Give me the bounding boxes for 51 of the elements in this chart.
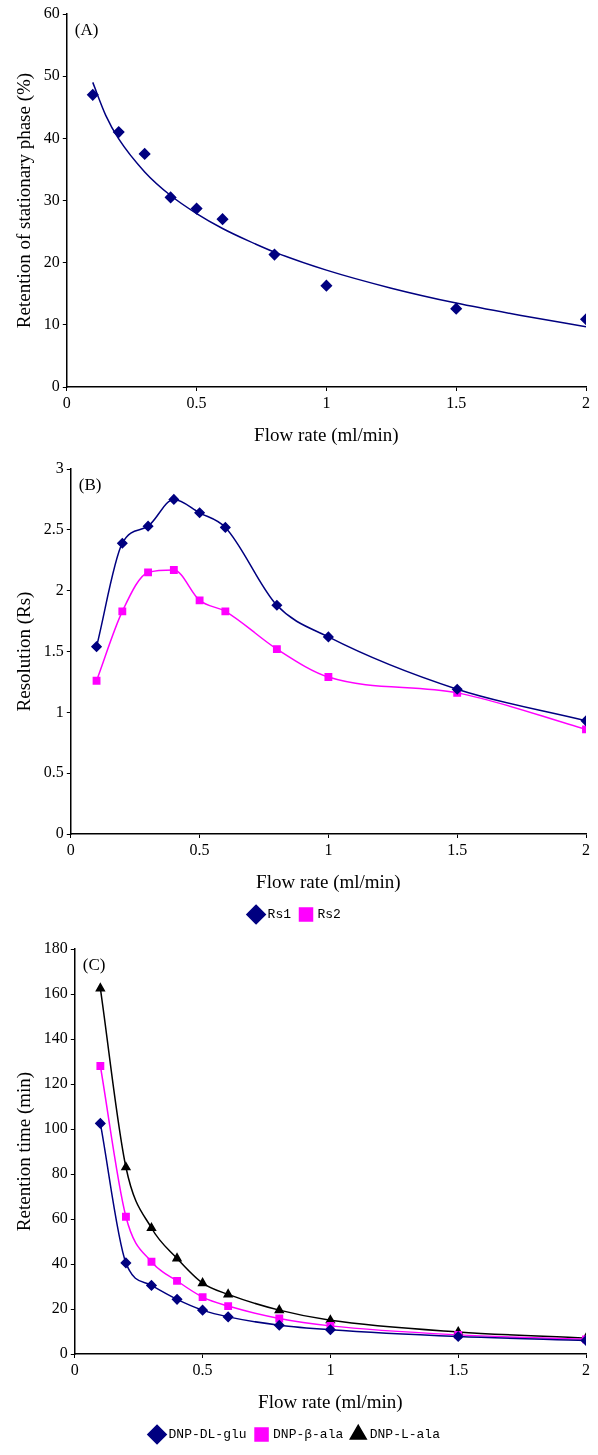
- y-tick-label: 40: [43, 128, 60, 146]
- y-axis-title: Resolution (Rs): [13, 591, 36, 712]
- y-tick-label: 20: [43, 252, 60, 270]
- y-tick-label: 140: [43, 1029, 68, 1047]
- y-tick-label: 160: [43, 984, 68, 1002]
- x-tick-label: 0.5: [189, 840, 210, 858]
- annotation: (C): [82, 954, 106, 974]
- y-tick-label: 20: [51, 1299, 68, 1317]
- y-tick-label: 60: [43, 4, 60, 22]
- x-tick-label: 0.5: [192, 1360, 213, 1378]
- annotation: (B): [78, 474, 102, 494]
- y-tick-label: 2: [55, 580, 64, 598]
- y-tick-label: 0: [59, 1344, 68, 1362]
- x-axis-title: Flow rate (ml/min): [254, 423, 399, 446]
- x-axis-title: Flow rate (ml/min): [256, 870, 401, 893]
- y-tick-label: 80: [51, 1164, 68, 1182]
- x-tick-label: 2: [582, 393, 590, 411]
- y-axis-title: Retention of stationary phase (%): [13, 72, 36, 329]
- y-axis-title: Retention time (min): [13, 1071, 36, 1232]
- y-tick-label: 40: [51, 1254, 68, 1272]
- y-tick-label: 2.5: [43, 520, 64, 538]
- legend-label: DNP-β-ala: [273, 1426, 344, 1442]
- y-tick-label: 0.5: [43, 763, 64, 781]
- x-tick-label: 0.5: [186, 393, 207, 411]
- y-tick-label: 1.5: [43, 641, 64, 659]
- x-tick-label: 1.5: [448, 1360, 469, 1378]
- x-tick-label: 2: [582, 1360, 590, 1378]
- x-tick-label: 1: [322, 393, 331, 411]
- x-axis-title: Flow rate (ml/min): [258, 1390, 403, 1413]
- y-tick-label: 60: [51, 1209, 68, 1227]
- y-tick-label: 30: [43, 190, 60, 208]
- y-tick-label: 120: [43, 1074, 68, 1092]
- y-tick-label: 100: [43, 1119, 68, 1137]
- annotation: (A): [74, 19, 99, 39]
- legend-label: Rs1: [267, 906, 292, 922]
- legend-label: DNP-DL-glu: [168, 1426, 247, 1442]
- y-tick-label: 1: [55, 702, 64, 720]
- y-tick-label: 50: [43, 66, 60, 84]
- y-tick-label: 0: [51, 377, 60, 395]
- legend-label: Rs2: [317, 906, 341, 922]
- y-tick-label: 180: [43, 939, 68, 957]
- y-tick-label: 0: [55, 824, 64, 842]
- x-tick-label: 1.5: [446, 393, 467, 411]
- x-tick-label: 1: [324, 840, 333, 858]
- y-tick-label: 10: [43, 315, 60, 333]
- x-tick-label: 1.5: [447, 840, 468, 858]
- x-tick-label: 1: [326, 1360, 335, 1378]
- x-tick-label: 0: [70, 1360, 79, 1378]
- x-tick-label: 2: [582, 840, 590, 858]
- y-tick-label: 3: [55, 459, 64, 477]
- legend-label: DNP-L-ala: [369, 1426, 441, 1442]
